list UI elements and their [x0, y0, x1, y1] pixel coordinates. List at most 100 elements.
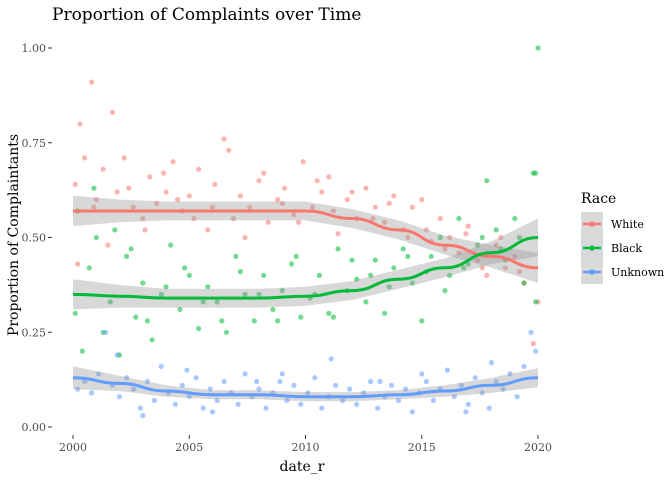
scatter-point-black	[233, 253, 239, 259]
scatter-point-black	[400, 246, 406, 252]
scatter-point-unknown	[472, 375, 478, 381]
x-axis-title: date_r	[280, 459, 325, 475]
scatter-point-black	[479, 234, 485, 241]
scatter-point-white	[349, 189, 355, 195]
scatter-point-black	[349, 257, 355, 263]
scatter-point-white	[465, 223, 471, 229]
scatter-point-white	[72, 181, 78, 187]
scatter-point-black	[72, 310, 78, 316]
scatter-point-unknown	[207, 386, 213, 392]
scatter-point-unknown	[298, 401, 304, 407]
scatter-point-white	[226, 147, 232, 153]
scatter-point-white	[372, 204, 378, 210]
scatter-point-unknown	[291, 382, 297, 388]
scatter-point-unknown	[144, 378, 150, 385]
scatter-point-black	[123, 253, 130, 259]
scatter-point-white	[256, 178, 262, 184]
scatter-point-white	[344, 197, 350, 203]
scatter-point-unknown	[200, 405, 206, 411]
scatter-point-black	[163, 284, 169, 290]
scatter-point-unknown	[193, 375, 199, 381]
scatter-point-black	[372, 257, 378, 263]
scatter-point-black	[391, 265, 397, 271]
confidence-band-black	[73, 218, 538, 310]
scatter-point-black	[182, 265, 188, 271]
scatter-point-white	[93, 197, 99, 203]
scatter-point-unknown	[375, 405, 381, 411]
scatter-point-white	[212, 181, 218, 187]
scatter-point-black	[196, 325, 202, 332]
confidence-band-white	[73, 195, 538, 283]
scatter-point-white	[105, 242, 111, 248]
scatter-point-black	[428, 253, 434, 259]
scatter-point-black	[219, 318, 225, 324]
scatter-point-unknown	[96, 371, 102, 377]
scatter-point-white	[405, 234, 411, 241]
scatter-point-black	[493, 227, 499, 233]
scatter-point-black	[335, 246, 341, 252]
scatter-point-unknown	[312, 375, 318, 381]
scatter-point-white	[100, 166, 106, 172]
scatter-point-black	[270, 306, 276, 313]
scatter-point-unknown	[430, 397, 436, 404]
scatter-point-black	[86, 265, 92, 271]
scatter-point-white	[237, 193, 243, 199]
scatter-point-black	[535, 45, 541, 51]
scatter-point-white	[463, 231, 469, 237]
y-axis-title: Proportion of Complaintants	[6, 134, 22, 336]
scatter-point-unknown	[279, 371, 285, 377]
scatter-point-white	[126, 185, 132, 191]
scatter-point-black	[91, 185, 97, 191]
scatter-point-unknown	[328, 356, 334, 362]
scatter-point-black	[237, 269, 243, 275]
scatter-point-unknown	[186, 394, 192, 400]
scatter-point-white	[295, 219, 302, 225]
y-tick-label: 0.25	[22, 326, 47, 339]
scatter-point-white	[265, 219, 271, 225]
scatter-point-unknown	[479, 390, 485, 396]
scatter-point-unknown	[263, 405, 269, 411]
scatter-point-white	[386, 200, 392, 206]
scatter-point-white	[142, 227, 148, 233]
scatter-point-unknown	[465, 401, 471, 407]
scatter-point-white	[163, 189, 169, 195]
scatter-point-unknown	[347, 386, 353, 392]
scatter-point-unknown	[254, 378, 260, 385]
scatter-point-white	[326, 174, 332, 180]
x-tick-label: 2010	[292, 441, 320, 454]
scatter-point-black	[275, 318, 281, 324]
scatter-point-black	[316, 272, 322, 278]
scatter-point-white	[502, 265, 508, 271]
y-tick-label: 0.00	[22, 421, 47, 434]
legend-key-point-unknown	[589, 269, 595, 275]
scatter-point-unknown	[486, 405, 492, 411]
scatter-point-black	[149, 337, 155, 343]
scatter-point-unknown	[444, 367, 450, 373]
scatter-point-black	[405, 253, 411, 259]
scatter-point-unknown	[409, 409, 415, 415]
scatter-point-unknown	[75, 386, 81, 392]
scatter-point-unknown	[354, 401, 360, 407]
scatter-point-unknown	[493, 378, 499, 385]
scatter-point-unknown	[256, 386, 262, 392]
scatter-point-black	[326, 310, 332, 316]
scatter-point-white	[391, 193, 397, 199]
scatter-point-black	[437, 234, 443, 241]
x-tick-label: 2000	[59, 441, 87, 454]
scatter-point-unknown	[82, 378, 88, 385]
scatter-point-unknown	[184, 367, 190, 373]
scatter-point-black	[186, 272, 192, 278]
scatter-point-black	[533, 170, 539, 176]
scatter-point-unknown	[463, 409, 469, 415]
scatter-point-white	[442, 246, 448, 252]
scatter-point-unknown	[402, 386, 409, 392]
scatter-point-white	[314, 178, 320, 184]
scatter-point-white	[109, 109, 116, 115]
scatter-point-white	[382, 219, 388, 225]
scatter-point-black	[261, 272, 267, 278]
scatter-point-white	[114, 189, 120, 195]
scatter-point-unknown	[423, 378, 429, 385]
scatter-point-white	[423, 227, 429, 233]
scatter-point-white	[479, 265, 485, 271]
scatter-point-white	[309, 204, 316, 210]
